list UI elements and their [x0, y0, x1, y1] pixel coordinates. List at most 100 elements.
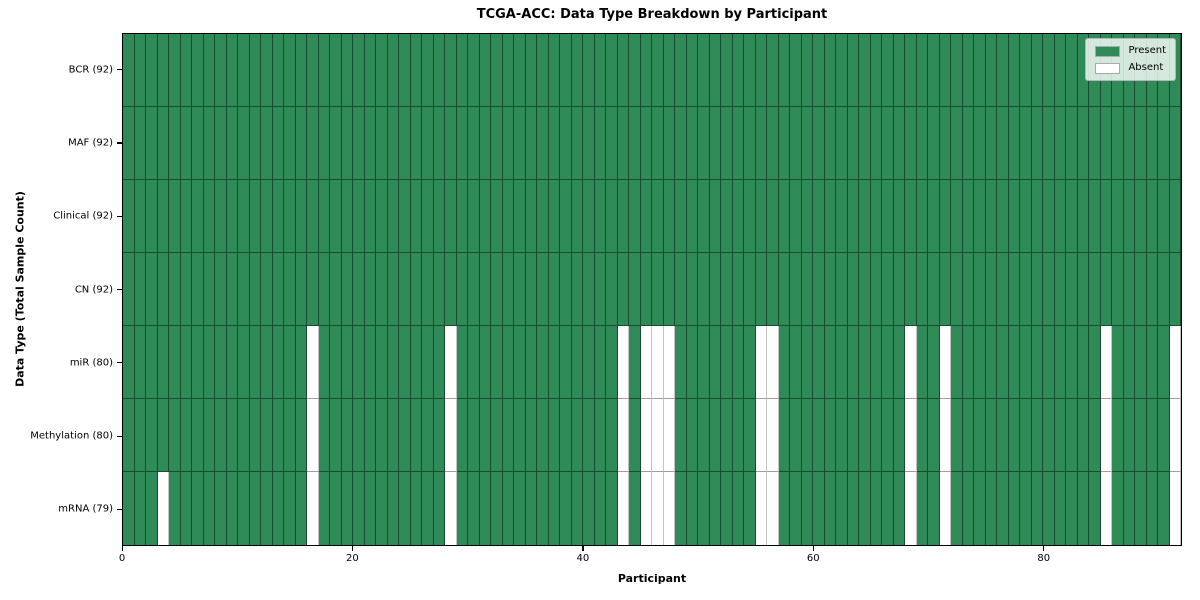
heatmap-cell [272, 399, 284, 472]
heatmap-cell [1123, 399, 1135, 472]
heatmap-cell [134, 253, 146, 326]
heatmap-cell [376, 34, 388, 107]
heatmap-cell [180, 34, 192, 107]
heatmap-cell [491, 326, 503, 399]
heatmap-cell [813, 34, 825, 107]
heatmap-cell [1077, 180, 1089, 253]
heatmap-cell [744, 472, 756, 545]
heatmap-cell [847, 326, 859, 399]
heatmap-cell [1020, 253, 1032, 326]
heatmap-cell [1031, 34, 1043, 107]
heatmap-cell [767, 399, 779, 472]
heatmap-cell [813, 399, 825, 472]
heatmap-cell [284, 326, 296, 399]
heatmap-cell [571, 253, 583, 326]
heatmap-cell [307, 253, 319, 326]
heatmap-cell [721, 107, 733, 180]
heatmap-cell [410, 253, 422, 326]
y-tick-label: Methylation (80) [30, 430, 113, 442]
heatmap-cell [468, 107, 480, 180]
heatmap-cell [514, 472, 526, 545]
heatmap-cell [364, 34, 376, 107]
heatmap-cell [962, 472, 974, 545]
heatmap-cell [905, 472, 917, 545]
heatmap-cell [755, 472, 767, 545]
heatmap-cell [238, 472, 250, 545]
heatmap-cell [537, 253, 549, 326]
heatmap-cell [169, 326, 181, 399]
heatmap-cell [479, 472, 491, 545]
heatmap-cell [525, 472, 537, 545]
heatmap-row-MAF [123, 107, 1181, 180]
heatmap-cell [1100, 107, 1112, 180]
heatmap-cell [721, 253, 733, 326]
heatmap-cell [525, 399, 537, 472]
heatmap-cell [1031, 326, 1043, 399]
heatmap-cell [249, 399, 261, 472]
heatmap-cell [410, 399, 422, 472]
heatmap-cell [502, 399, 514, 472]
y-tick-mark [117, 289, 122, 291]
heatmap-cell [859, 399, 871, 472]
heatmap-cell [295, 399, 307, 472]
heatmap-cell [261, 472, 273, 545]
heatmap-cell [169, 180, 181, 253]
heatmap-cell [744, 253, 756, 326]
heatmap-cell [698, 180, 710, 253]
heatmap-cell [353, 326, 365, 399]
heatmap-cell [1112, 326, 1124, 399]
heatmap-cell [422, 34, 434, 107]
heatmap-cell [502, 326, 514, 399]
heatmap-cell [663, 326, 675, 399]
heatmap-cell [824, 180, 836, 253]
heatmap-cell [985, 472, 997, 545]
heatmap-cell [801, 34, 813, 107]
heatmap-cell [410, 34, 422, 107]
heatmap-cell [974, 326, 986, 399]
heatmap-cell [203, 253, 215, 326]
heatmap-cell [387, 107, 399, 180]
heatmap-cell [847, 34, 859, 107]
heatmap-cell [1020, 326, 1032, 399]
heatmap-cell [847, 253, 859, 326]
heatmap-cell [882, 253, 894, 326]
heatmap-cell [594, 326, 606, 399]
heatmap-cell [790, 107, 802, 180]
heatmap-cell [341, 253, 353, 326]
heatmap-cell [479, 253, 491, 326]
heatmap-cell [928, 107, 940, 180]
heatmap-cell [330, 253, 342, 326]
heatmap-cell [1020, 399, 1032, 472]
heatmap-cell [859, 253, 871, 326]
heatmap-cell [801, 326, 813, 399]
heatmap-cell [675, 472, 687, 545]
heatmap-cell [916, 107, 928, 180]
heatmap-cell [928, 180, 940, 253]
heatmap-cell [686, 34, 698, 107]
heatmap-cell [433, 107, 445, 180]
heatmap-cell [721, 180, 733, 253]
heatmap-cell [433, 326, 445, 399]
heatmap-cell [1169, 326, 1181, 399]
heatmap-cell [376, 180, 388, 253]
heatmap-cell [123, 180, 135, 253]
heatmap-cell [307, 180, 319, 253]
heatmap-cell [537, 34, 549, 107]
heatmap-cell [238, 180, 250, 253]
heatmap-cell [1135, 399, 1147, 472]
heatmap-cell [594, 253, 606, 326]
heatmap-cell [617, 253, 629, 326]
heatmap-cell [571, 180, 583, 253]
heatmap-cell [893, 180, 905, 253]
x-tick-label: 40 [576, 553, 590, 564]
heatmap-cell [767, 107, 779, 180]
heatmap-cell [376, 472, 388, 545]
heatmap-cell [215, 107, 227, 180]
heatmap-cell [686, 399, 698, 472]
heatmap-cell [824, 399, 836, 472]
heatmap-cell [732, 107, 744, 180]
heatmap-cell [652, 326, 664, 399]
heatmap-cell [778, 107, 790, 180]
x-axis-label: Participant [617, 572, 687, 585]
heatmap-cell [594, 107, 606, 180]
